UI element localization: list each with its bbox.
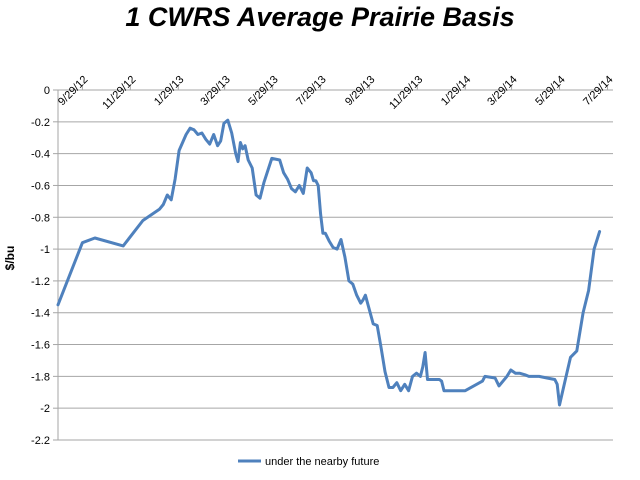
y-tick-label: -1.4: [31, 308, 50, 320]
x-tick-labels: 9/29/12 11/29/12 1/29/13 3/29/13 5/29/13 7/29…: [56, 74, 616, 112]
x-tick-label: 5/29/13: [246, 74, 280, 108]
y-tick-label: -1.6: [31, 340, 50, 352]
x-tick-label: 9/29/12: [56, 74, 90, 108]
legend-label: under the nearby future: [265, 456, 379, 468]
y-tick-label: -0.6: [31, 180, 50, 192]
y-tick-label: -0.8: [31, 212, 50, 224]
x-tick-label: 3/29/13: [198, 74, 232, 108]
x-tick-label: 11/29/13: [387, 74, 425, 112]
y-tick-label: -1.8: [31, 371, 50, 383]
axes: [57, 86, 608, 440]
y-tick-label: -2: [40, 403, 50, 415]
x-tick-label: 3/29/14: [485, 74, 519, 108]
x-tick-label: 7/29/13: [294, 74, 328, 108]
x-tick-label: 11/29/12: [100, 74, 138, 112]
chart-title: 1 CWRS Average Prairie Basis: [125, 2, 515, 32]
x-tick-label: 9/29/13: [343, 74, 377, 108]
x-tick-label: 7/29/14: [581, 74, 615, 108]
y-tick-label: 0: [44, 85, 50, 97]
gridlines: [53, 89, 613, 441]
x-tick-label: 1/29/13: [152, 74, 186, 108]
y-tick-labels: 0 -0.2 -0.4 -0.6 -0.8 -1 -1.2 -1.4 -1.6 -1.8 -2 -2.…: [31, 85, 50, 447]
legend: under the nearby future: [238, 456, 379, 468]
x-tick-label: 1/29/14: [439, 74, 473, 108]
y-tick-label: -0.4: [31, 149, 50, 161]
series-line-0: [56, 118, 602, 407]
x-tick-label: 5/29/14: [533, 74, 567, 108]
y-tick-label: -0.2: [31, 117, 50, 129]
y-axis-label: $/bu: [3, 246, 17, 271]
y-tick-label: -1.2: [31, 276, 50, 288]
series-lines: [56, 118, 602, 407]
y-tick-label: -2.2: [31, 435, 50, 447]
y-tick-label: -1: [40, 244, 50, 256]
